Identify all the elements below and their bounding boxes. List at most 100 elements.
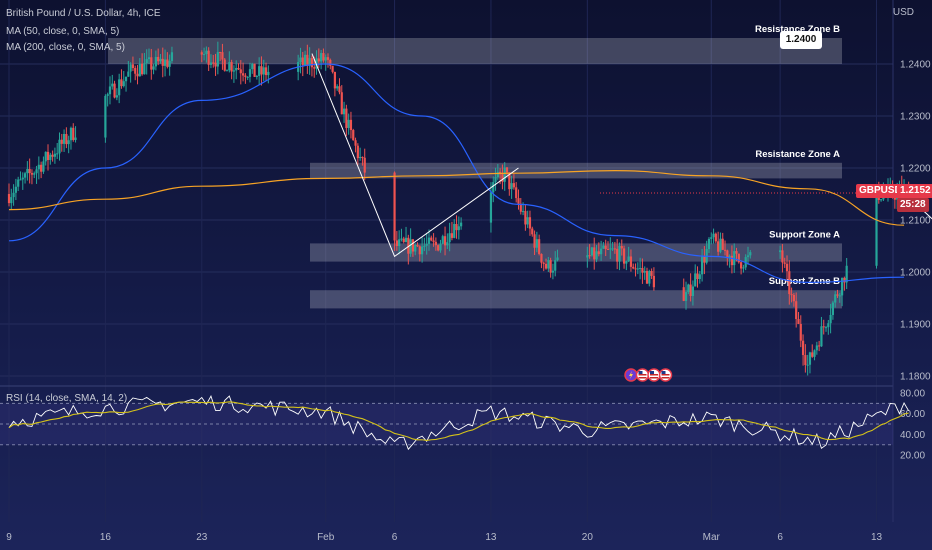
candle-body bbox=[62, 133, 66, 144]
candle-body bbox=[714, 233, 717, 242]
candle-body bbox=[122, 81, 125, 87]
time-tick-label: 13 bbox=[485, 532, 497, 543]
candle-body bbox=[824, 327, 828, 329]
candle-body bbox=[425, 243, 428, 246]
candle-body bbox=[235, 68, 238, 71]
candle-body bbox=[393, 172, 396, 241]
zone-rect bbox=[108, 38, 842, 64]
flag-canton bbox=[650, 371, 654, 374]
candle-body bbox=[30, 173, 34, 175]
time-axis[interactable]: 91623Feb61320Mar6132027Apr10 bbox=[6, 532, 932, 543]
candle-body bbox=[23, 173, 27, 178]
candle-body bbox=[19, 179, 22, 181]
price-tick-label: 1.2100 bbox=[900, 216, 931, 227]
candle-body bbox=[696, 273, 699, 280]
candle-body bbox=[395, 240, 398, 246]
candle-body bbox=[320, 53, 323, 62]
candle-body bbox=[650, 270, 653, 276]
candle-body bbox=[301, 57, 304, 66]
candle-body bbox=[721, 238, 724, 250]
candle-body bbox=[313, 67, 316, 69]
price-axis[interactable]: 1.2400 1.2300 1.2200 1.2100 1.2000 1.1900 1.18… bbox=[900, 60, 931, 383]
time-tick-label: 20 bbox=[582, 532, 594, 543]
candle-body bbox=[544, 263, 548, 269]
lightning-icon[interactable] bbox=[624, 368, 638, 382]
zone-label: Support Zone A bbox=[769, 229, 840, 240]
candle-body bbox=[349, 119, 353, 131]
candle-body bbox=[407, 237, 410, 254]
candle-body bbox=[241, 73, 245, 76]
us-flag-icon[interactable] bbox=[647, 368, 661, 382]
rsi-tick-label: 20.00 bbox=[900, 451, 925, 462]
candle-body bbox=[74, 137, 77, 140]
candle-body bbox=[723, 249, 727, 251]
candle-body bbox=[618, 245, 621, 262]
candle-body bbox=[788, 271, 791, 295]
event-icons[interactable] bbox=[624, 368, 673, 382]
candle-body bbox=[219, 52, 222, 54]
candle-body bbox=[510, 183, 513, 190]
us-flag-icon[interactable] bbox=[635, 368, 650, 382]
candle-body bbox=[639, 268, 642, 270]
zone-label: Resistance Zone A bbox=[755, 149, 840, 160]
candle-body bbox=[606, 249, 610, 251]
target-callout: 1.2400 bbox=[780, 31, 822, 49]
candle-body bbox=[492, 182, 495, 193]
candle-body bbox=[524, 211, 527, 225]
candle-body bbox=[347, 119, 350, 128]
candle-body bbox=[159, 58, 162, 62]
candle-body bbox=[834, 294, 837, 303]
candle-body bbox=[134, 68, 137, 74]
candle-body bbox=[118, 79, 121, 96]
candle-body bbox=[818, 345, 821, 347]
candle-body bbox=[735, 251, 738, 254]
candle-body bbox=[115, 95, 118, 98]
candle-body bbox=[648, 270, 651, 284]
candle-body bbox=[719, 238, 722, 252]
price-badge: 1.2152 bbox=[897, 184, 932, 198]
us-flag-icon[interactable] bbox=[658, 368, 673, 382]
candle-body bbox=[202, 54, 206, 56]
candle-body bbox=[221, 52, 224, 60]
time-tick-label: Mar bbox=[703, 532, 721, 543]
candle-body bbox=[827, 323, 830, 328]
candle-body bbox=[166, 59, 169, 67]
candle-body bbox=[352, 130, 355, 141]
candle-body bbox=[60, 139, 63, 144]
candle-body bbox=[590, 247, 594, 256]
zone-rect bbox=[310, 243, 842, 262]
candle-body bbox=[698, 274, 701, 280]
candle-body bbox=[124, 76, 128, 82]
candle-body bbox=[682, 287, 685, 301]
candle-body bbox=[230, 62, 233, 72]
candle-body bbox=[40, 164, 43, 172]
candle-body bbox=[496, 171, 499, 178]
candle-body bbox=[53, 153, 56, 157]
candle-body bbox=[157, 56, 160, 62]
candle-body bbox=[317, 58, 320, 62]
moving-averages bbox=[8, 63, 905, 284]
price-tick-label: 1.2000 bbox=[900, 268, 931, 279]
candle-body bbox=[535, 239, 538, 248]
candle-body bbox=[106, 94, 109, 96]
candle-body bbox=[450, 233, 454, 238]
candle-body bbox=[460, 222, 463, 227]
candle-body bbox=[742, 267, 745, 269]
candle-body bbox=[205, 50, 208, 55]
candle-body bbox=[707, 238, 711, 250]
candle-body bbox=[689, 284, 692, 296]
candle-body bbox=[746, 255, 750, 258]
candle-body bbox=[508, 172, 511, 190]
candle-body bbox=[611, 248, 614, 250]
candle-body bbox=[740, 262, 743, 269]
zone-label: Support Zone B bbox=[769, 276, 840, 287]
candle-body bbox=[622, 248, 626, 264]
candle-body bbox=[37, 164, 40, 170]
rsi-tick-label: 80.00 bbox=[900, 389, 925, 400]
candle-body bbox=[225, 70, 229, 72]
candle-body bbox=[363, 157, 366, 173]
candle-body bbox=[494, 177, 497, 183]
candle-body bbox=[604, 245, 607, 250]
candle-body bbox=[104, 95, 107, 138]
